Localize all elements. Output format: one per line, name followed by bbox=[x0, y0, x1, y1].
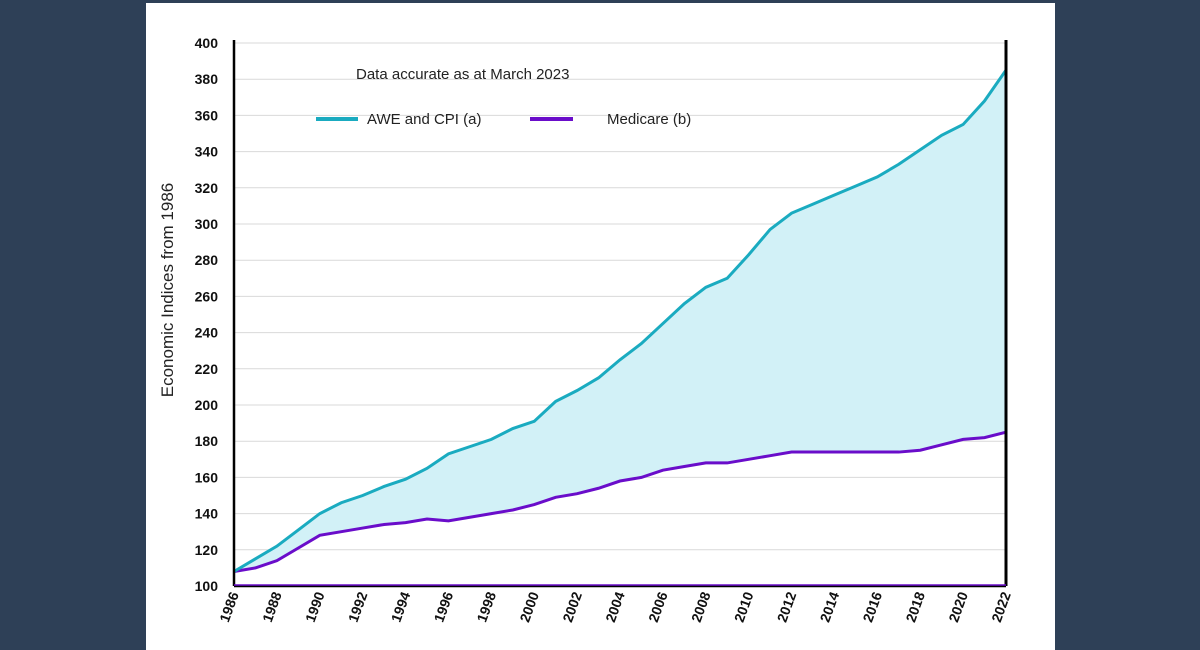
x-tick-label: 1992 bbox=[345, 589, 371, 624]
axes bbox=[232, 40, 1008, 588]
y-tick-label: 220 bbox=[195, 361, 219, 377]
gap-shading bbox=[234, 70, 1006, 572]
x-tick-label: 2012 bbox=[774, 589, 800, 624]
x-tick-label: 1994 bbox=[388, 589, 414, 624]
y-tick-labels: 100 120 140 160 180 200 220 240 260 280 300 320 340 3… bbox=[195, 35, 219, 594]
x-tick-label: 2022 bbox=[988, 589, 1014, 624]
x-tick-label: 2020 bbox=[945, 589, 971, 624]
series-line-medicare bbox=[233, 430, 1007, 573]
line-chart: 100 120 140 160 180 200 220 240 260 280 300 320 340 3… bbox=[158, 35, 1014, 624]
x-tick-label: 1990 bbox=[302, 589, 328, 624]
y-tick-label: 400 bbox=[195, 35, 219, 51]
x-tick-label: 2014 bbox=[817, 589, 843, 624]
x-tick-label: 2010 bbox=[731, 589, 757, 624]
y-tick-label: 240 bbox=[195, 325, 219, 341]
x-tick-label: 2008 bbox=[688, 589, 714, 624]
y-tick-label: 300 bbox=[195, 216, 219, 232]
x-tick-label: 2006 bbox=[645, 589, 671, 624]
data-note: Data accurate as at March 2023 bbox=[356, 66, 569, 83]
y-tick-label: 160 bbox=[195, 469, 219, 485]
legend-label-medicare: Medicare (b) bbox=[607, 111, 691, 128]
chart-card: 100 120 140 160 180 200 220 240 260 280 300 320 340 3… bbox=[146, 3, 1055, 650]
x-tick-label: 2016 bbox=[859, 589, 885, 624]
y-tick-label: 260 bbox=[195, 288, 219, 304]
y-tick-label: 200 bbox=[195, 397, 219, 413]
x-tick-label: 1988 bbox=[259, 589, 285, 624]
x-tick-label: 1996 bbox=[431, 589, 457, 624]
x-tick-labels: 1986 1988 1990 1992 1994 1996 1998 2000 2002 2004… bbox=[216, 589, 1014, 624]
y-tick-label: 280 bbox=[195, 252, 219, 268]
series-line-awe-cpi bbox=[233, 69, 1008, 573]
x-tick-label: 1986 bbox=[216, 589, 242, 624]
x-tick-label: 2018 bbox=[902, 589, 928, 624]
y-tick-label: 380 bbox=[195, 71, 219, 87]
y-tick-label: 360 bbox=[195, 107, 219, 123]
y-tick-label: 120 bbox=[195, 542, 219, 558]
x-tick-label: 2002 bbox=[559, 589, 585, 624]
y-axis-title: Economic Indices from 1986 bbox=[158, 183, 177, 398]
y-tick-label: 140 bbox=[195, 506, 219, 522]
legend: AWE and CPI (a) Medicare (b) bbox=[316, 111, 691, 128]
y-tick-label: 100 bbox=[195, 578, 219, 594]
x-tick-label: 2000 bbox=[516, 589, 542, 624]
y-tick-label: 340 bbox=[195, 144, 219, 160]
y-tick-label: 320 bbox=[195, 180, 219, 196]
x-tick-label: 2004 bbox=[602, 589, 628, 624]
y-tick-label: 180 bbox=[195, 433, 219, 449]
legend-label-awe-cpi: AWE and CPI (a) bbox=[367, 111, 481, 128]
x-tick-label: 1998 bbox=[473, 589, 499, 624]
